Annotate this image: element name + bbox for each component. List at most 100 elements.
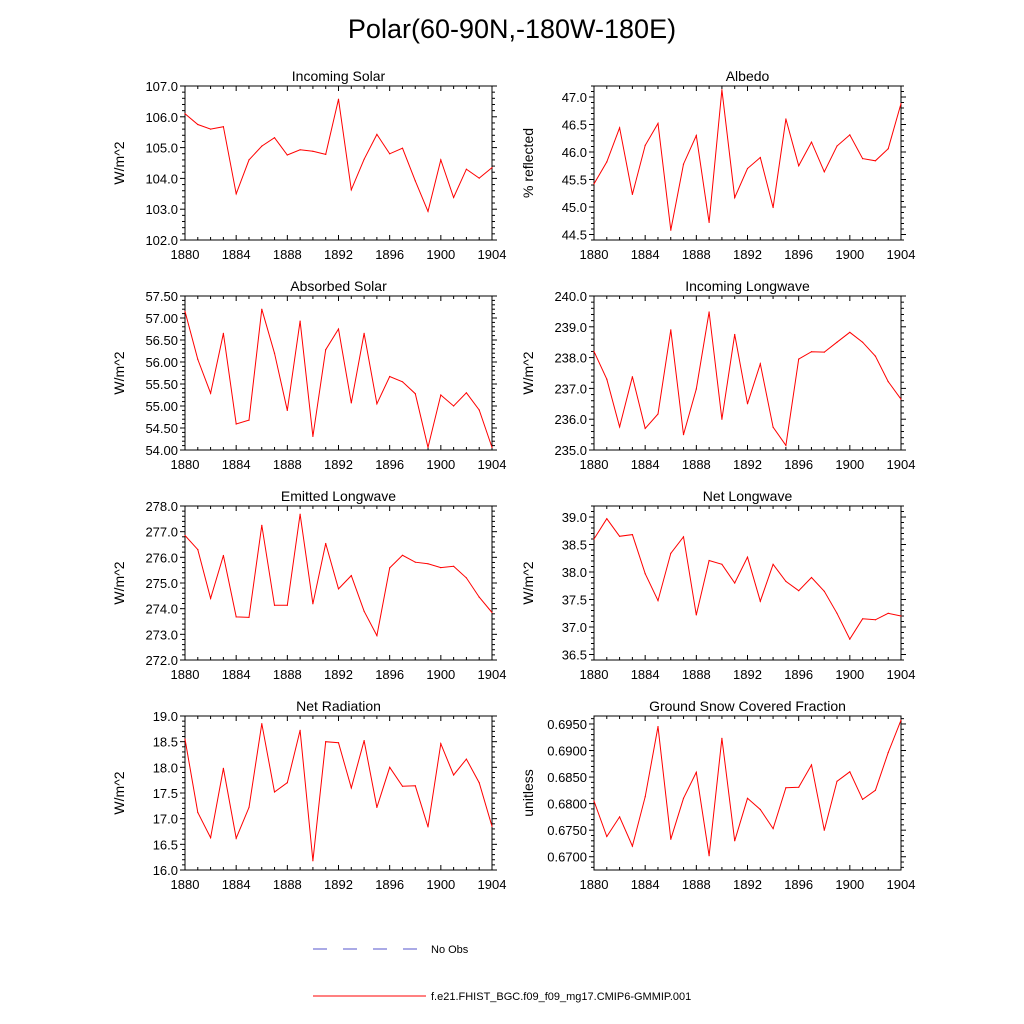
absorbed-solar-point: [299, 320, 301, 322]
emitted-longwave-point: [248, 616, 250, 619]
absorbed-solar-point: [325, 349, 327, 351]
absorbed-solar-point: [248, 419, 250, 421]
incoming-solar-point: [389, 153, 391, 155]
net-longwave-point: [644, 573, 646, 575]
ground-snow-covered-fraction-point: [836, 780, 838, 782]
incoming-longwave-ylabel: W/m^2: [520, 351, 536, 394]
absorbed-solar-point: [261, 308, 263, 310]
incoming-solar-point: [453, 196, 455, 199]
albedo-point: [798, 165, 800, 167]
absorbed-solar-point: [491, 446, 493, 448]
incoming-longwave-point: [746, 403, 749, 405]
emitted-longwave-ytick-label: 275.0: [145, 576, 178, 591]
net-longwave-xtick-label: 1900: [835, 667, 864, 682]
emitted-longwave-point: [184, 534, 186, 537]
net-radiation-ytick-label: 19.0: [153, 709, 178, 724]
absorbed-solar-ytick-label: 57.00: [145, 311, 178, 326]
net-radiation-point: [465, 758, 467, 760]
absorbed-solar-xtick-label: 1896: [375, 457, 404, 472]
net-radiation-plot-frame: [184, 715, 493, 871]
incoming-longwave-plot-frame: [593, 295, 902, 451]
net-radiation-ytick-label: 16.0: [153, 863, 178, 878]
incoming-longwave-point: [772, 426, 774, 428]
ground-snow-covered-fraction-ylabel: unitless: [520, 769, 536, 816]
incoming-longwave-point: [593, 350, 595, 352]
ground-snow-covered-fraction-plot-frame: [593, 715, 902, 871]
emitted-longwave-point: [350, 575, 352, 577]
albedo-point: [734, 197, 736, 199]
albedo-point: [874, 160, 877, 162]
ground-snow-covered-fraction-point: [823, 829, 825, 831]
net-radiation-point: [376, 806, 378, 809]
albedo-xtick-label: 1900: [835, 247, 864, 262]
net-longwave-ytick-label: 38.0: [562, 565, 587, 580]
incoming-solar-xtick-label: 1888: [273, 247, 302, 262]
net-longwave-point: [593, 538, 595, 540]
net-radiation-point: [286, 782, 288, 784]
net-longwave-point: [746, 556, 749, 558]
net-radiation-panel: Net Radiation W/m^2 1880 1884 1888 1892 1896 19…: [111, 698, 506, 892]
net-radiation-xtick-label: 1884: [222, 877, 251, 892]
net-radiation-point: [210, 837, 212, 839]
absorbed-solar-xtick-label: 1904: [478, 457, 507, 472]
absorbed-solar-point: [312, 435, 314, 437]
emitted-longwave-xtick-label: 1900: [426, 667, 455, 682]
incoming-longwave-ytick-label: 237.0: [554, 381, 587, 396]
incoming-solar-point: [210, 128, 212, 130]
ground-snow-covered-fraction-ytick-label: 0.6850: [547, 770, 587, 785]
incoming-longwave-xtick-label: 1896: [784, 457, 813, 472]
net-longwave-point: [682, 536, 685, 538]
ground-snow-covered-fraction-xtick-label: 1896: [784, 877, 813, 892]
net-longwave-point: [759, 600, 761, 602]
albedo-ytick-label: 46.5: [562, 118, 587, 133]
albedo-point: [785, 118, 787, 120]
ground-snow-covered-fraction-ytick-label: 0.6800: [547, 797, 587, 812]
absorbed-solar-point: [210, 392, 212, 394]
legend-obs-label: No Obs: [431, 944, 469, 956]
albedo-ytick-label: 47.0: [562, 90, 587, 105]
ground-snow-covered-fraction-point: [734, 840, 736, 842]
net-longwave-point: [798, 590, 800, 592]
ground-snow-covered-fraction-point: [887, 752, 889, 754]
absorbed-solar-point: [286, 409, 288, 411]
absorbed-solar-ytick-label: 54.50: [145, 421, 178, 436]
emitted-longwave-point: [440, 567, 442, 569]
emitted-longwave-point: [299, 513, 301, 515]
net-longwave-point: [874, 619, 877, 621]
absorbed-solar-point: [184, 310, 186, 312]
emitted-longwave-ytick-label: 277.0: [145, 525, 178, 540]
net-radiation-xtick-label: 1880: [171, 877, 200, 892]
net-radiation-title: Net Radiation: [296, 698, 381, 714]
emitted-longwave-ylabel: W/m^2: [111, 561, 127, 604]
absorbed-solar-point: [197, 358, 199, 360]
net-radiation-point: [261, 723, 263, 725]
albedo-xtick-label: 1880: [580, 247, 609, 262]
net-radiation-point: [363, 740, 365, 742]
absorbed-solar-point: [273, 352, 276, 354]
net-longwave-point: [900, 615, 902, 617]
net-longwave-xtick-label: 1880: [580, 667, 609, 682]
albedo-point: [759, 156, 761, 159]
incoming-solar-point: [299, 149, 301, 151]
incoming-longwave-point: [670, 329, 672, 331]
incoming-longwave-point: [810, 351, 813, 353]
net-longwave-ytick-label: 38.5: [562, 538, 587, 553]
absorbed-solar-ytick-label: 56.00: [145, 355, 178, 370]
net-longwave-point: [721, 563, 723, 565]
absorbed-solar-xtick-label: 1900: [426, 457, 455, 472]
albedo-point: [619, 127, 621, 129]
albedo-point: [606, 161, 608, 163]
incoming-longwave-series-line: [593, 311, 902, 447]
emitted-longwave-point: [465, 577, 467, 579]
incoming-longwave-title: Incoming Longwave: [685, 278, 810, 294]
incoming-longwave-point: [887, 381, 889, 383]
net-radiation-point: [478, 782, 480, 784]
albedo-point: [682, 163, 685, 165]
albedo-ytick-label: 44.5: [562, 228, 587, 243]
absorbed-solar-xtick-label: 1888: [273, 457, 302, 472]
absorbed-solar-panel: Absorbed Solar W/m^2 1880 1884 1888 1892 1896 1…: [111, 278, 506, 472]
net-radiation-point: [414, 785, 416, 787]
incoming-solar-xtick-label: 1904: [478, 247, 507, 262]
incoming-solar-point: [491, 167, 493, 169]
absorbed-solar-point: [453, 405, 455, 407]
